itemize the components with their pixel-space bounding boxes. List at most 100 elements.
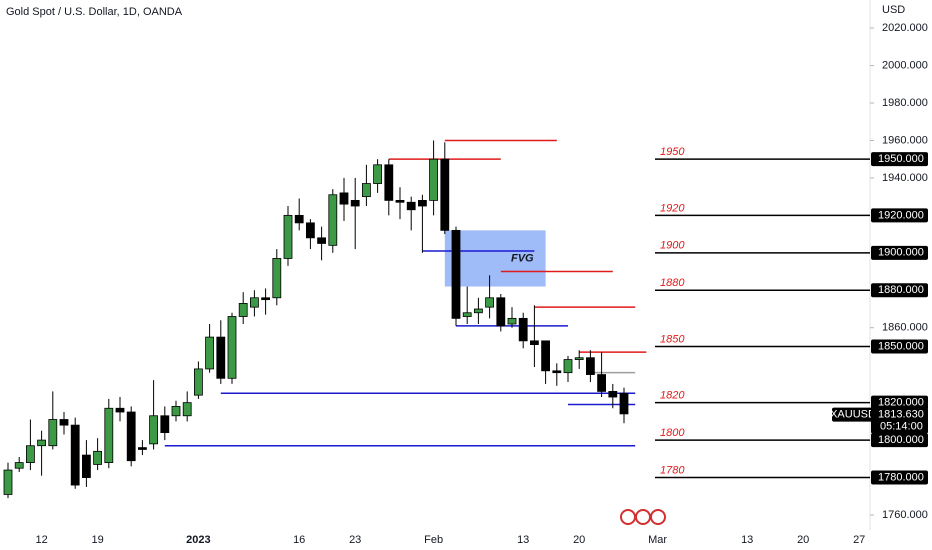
candle-body bbox=[249, 297, 259, 308]
price-badge-label: 1780.000 bbox=[878, 471, 924, 483]
candle-body bbox=[507, 317, 517, 325]
level-label: 1800 bbox=[660, 427, 685, 439]
countdown-label: 05:14:00 bbox=[880, 420, 923, 432]
candle-body bbox=[294, 214, 304, 224]
level-label: 1880 bbox=[660, 277, 685, 289]
candle-body bbox=[227, 316, 237, 379]
x-tick-label: 13 bbox=[741, 534, 753, 546]
symbol-badge bbox=[832, 407, 874, 422]
candle-body bbox=[216, 336, 226, 379]
candle-body bbox=[261, 297, 271, 301]
x-tick-label: 27 bbox=[853, 534, 865, 546]
price-badge bbox=[871, 152, 928, 167]
candle-body bbox=[93, 450, 102, 465]
event-icon[interactable] bbox=[620, 509, 636, 525]
price-badge-label: 1800.000 bbox=[878, 434, 924, 446]
y-tick-label: 2020.000 bbox=[882, 22, 928, 34]
price-badge bbox=[871, 339, 928, 354]
x-tick-label: Feb bbox=[424, 534, 443, 546]
candle-body bbox=[429, 158, 439, 201]
candle-body bbox=[552, 370, 562, 374]
candle-body bbox=[451, 229, 461, 319]
price-badge bbox=[871, 245, 928, 260]
price-badge bbox=[871, 433, 928, 448]
event-icon[interactable] bbox=[650, 509, 666, 525]
candle-body bbox=[317, 237, 327, 244]
event-icon[interactable] bbox=[635, 509, 651, 525]
level-label: 1820 bbox=[660, 390, 685, 402]
last-price-label: 1813.630 bbox=[878, 408, 924, 420]
candle-body bbox=[462, 312, 472, 317]
price-badge-label: 1920.000 bbox=[878, 209, 924, 221]
y-tick-label: 1980.000 bbox=[882, 97, 928, 109]
x-tick-label: 16 bbox=[293, 534, 305, 546]
x-tick-label: 19 bbox=[91, 534, 103, 546]
y-tick-label: 1860.000 bbox=[882, 322, 928, 334]
candle-body bbox=[3, 469, 13, 495]
candle-body bbox=[473, 308, 483, 314]
last-price-badge bbox=[871, 407, 928, 434]
candle-body bbox=[597, 374, 606, 392]
x-tick-label: 2023 bbox=[186, 534, 210, 546]
candle-body bbox=[59, 419, 69, 426]
candle-body bbox=[272, 258, 282, 299]
candle-body bbox=[350, 199, 360, 207]
symbol-label: XAUUSD bbox=[830, 408, 876, 420]
candle-body bbox=[563, 359, 573, 374]
candle-body bbox=[384, 164, 394, 201]
fvg-zone bbox=[444, 230, 546, 287]
candle-body bbox=[608, 391, 618, 398]
candle-body bbox=[37, 439, 46, 447]
x-tick-label: 13 bbox=[517, 534, 529, 546]
candle-body bbox=[496, 297, 506, 327]
candle-body bbox=[193, 368, 203, 396]
level-label: 1780 bbox=[660, 464, 685, 476]
candle-body bbox=[238, 302, 248, 317]
level-label: 1950 bbox=[660, 146, 685, 158]
candle-body bbox=[205, 336, 215, 370]
x-tick-label: 20 bbox=[797, 534, 809, 546]
flag-icons bbox=[620, 509, 666, 525]
candle-body bbox=[25, 445, 35, 463]
level-label: 1850 bbox=[660, 333, 685, 345]
candle-body bbox=[440, 158, 450, 231]
level-label: 1920 bbox=[660, 202, 685, 214]
candle-body bbox=[137, 447, 147, 450]
candle-body bbox=[82, 454, 91, 478]
candle-body bbox=[182, 402, 192, 417]
price-badge bbox=[871, 208, 928, 223]
candle-body bbox=[328, 194, 338, 246]
candle-body bbox=[171, 405, 181, 417]
candle-body bbox=[541, 340, 550, 372]
price-badge-label: 1850.000 bbox=[878, 340, 924, 352]
x-tick-label: 23 bbox=[349, 534, 361, 546]
x-tick-label: Mar bbox=[648, 534, 667, 546]
price-badge-label: 1880.000 bbox=[878, 284, 924, 296]
x-tick-label: 12 bbox=[35, 534, 47, 546]
fvg-label: FVG bbox=[511, 252, 534, 264]
candle-body bbox=[305, 222, 315, 239]
price-badge-label: 1950.000 bbox=[878, 153, 924, 165]
candle-body bbox=[373, 164, 383, 184]
price-badge bbox=[871, 283, 928, 298]
price-badge bbox=[871, 395, 928, 410]
y-tick-label: 1940.000 bbox=[882, 172, 928, 184]
level-label: 1900 bbox=[660, 240, 685, 252]
candle-body bbox=[126, 411, 136, 462]
candle-body bbox=[339, 192, 349, 205]
candle-body bbox=[115, 407, 125, 413]
candle-body bbox=[406, 201, 416, 211]
candle-body bbox=[518, 317, 528, 342]
y-tick-label: 1960.000 bbox=[882, 134, 928, 146]
price-badge-label: 1820.000 bbox=[878, 397, 924, 409]
chart-title: Gold Spot / U.S. Dollar, 1D, OANDA bbox=[6, 6, 183, 18]
candle-body bbox=[417, 199, 427, 207]
candle-body bbox=[160, 415, 170, 434]
y-tick-label: 1760.000 bbox=[882, 509, 928, 521]
candle-body bbox=[395, 199, 405, 203]
y-tick-label: 2000.000 bbox=[882, 59, 928, 71]
price-badge-label: 1900.000 bbox=[878, 247, 924, 259]
candle-body bbox=[619, 392, 629, 415]
candle-body bbox=[530, 340, 539, 345]
